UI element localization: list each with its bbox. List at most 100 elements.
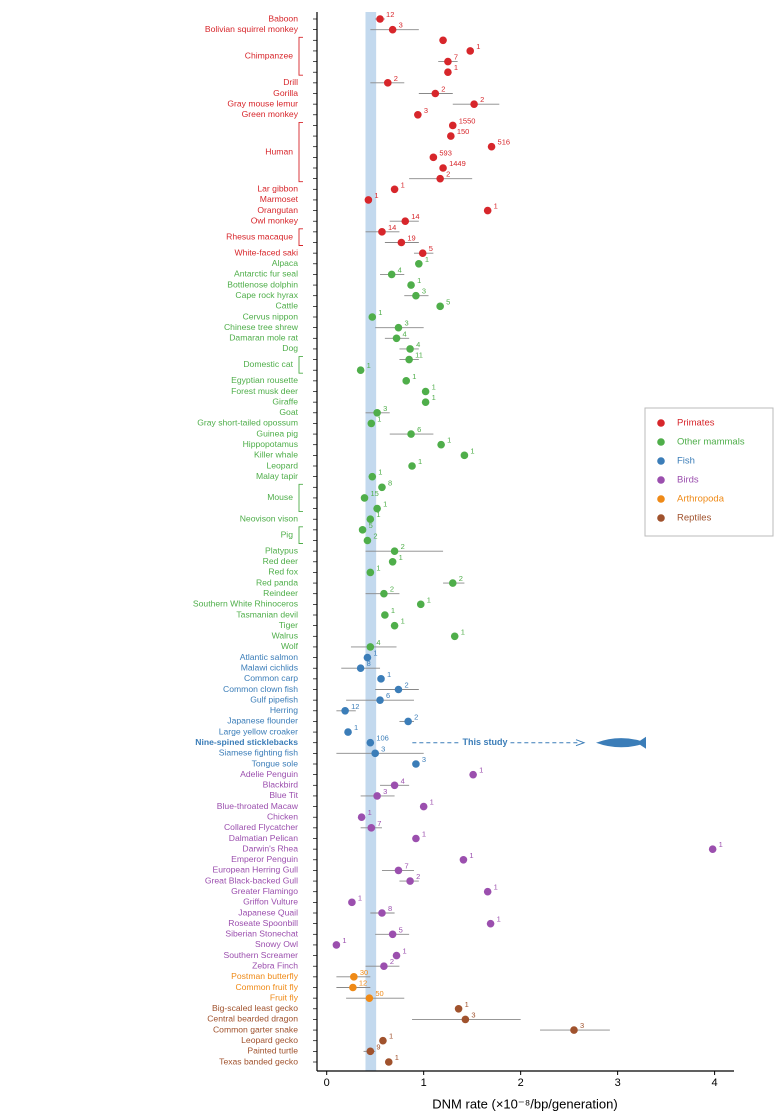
species-label: Egyptian rousette <box>231 375 298 385</box>
data-point <box>367 419 376 428</box>
legend-box <box>644 407 774 537</box>
sample-size-label: 4 <box>398 265 402 274</box>
species-label: Rhesus macaque <box>226 231 293 241</box>
sample-size-label: 50 <box>375 989 383 998</box>
sample-size-label: 1 <box>497 915 501 924</box>
species-label: Red panda <box>256 577 298 587</box>
species-label: Emperor Penguin <box>231 854 298 864</box>
sample-size-label: 30 <box>360 968 368 977</box>
species-label: Roseate Spoonbill <box>228 918 298 928</box>
data-point <box>381 611 389 619</box>
sample-size-label: 1 <box>378 308 382 317</box>
sample-size-label: 11 <box>415 351 423 360</box>
species-label: Damaran mole rat <box>229 333 298 343</box>
sample-size-label: 150 <box>457 127 470 136</box>
sample-size-label: 2 <box>480 95 484 104</box>
sample-size-label: 1 <box>454 63 458 72</box>
species-label: Lar gibbon <box>257 184 298 194</box>
data-point <box>450 632 459 641</box>
species-label: Griffon Vulture <box>243 897 298 907</box>
sample-size-label: 4 <box>403 329 407 338</box>
species-label: Japanese Quail <box>238 907 298 917</box>
data-point <box>380 589 388 598</box>
data-point <box>373 792 381 800</box>
legend-label: Other mammals <box>677 437 745 448</box>
data-point <box>384 1058 393 1066</box>
sample-size-label: 6 <box>386 691 390 700</box>
fish-icon <box>596 736 646 749</box>
species-label: Blue Tit <box>269 790 298 800</box>
sample-size-label: 14 <box>388 223 396 232</box>
data-point <box>390 781 399 790</box>
data-point <box>444 68 452 77</box>
data-point <box>448 579 457 587</box>
data-point <box>436 302 444 311</box>
data-point <box>357 813 366 822</box>
species-label: Postman butterfly <box>231 971 299 981</box>
species-label: Texas banded gecko <box>219 1056 298 1066</box>
species-label: Cape rock hyrax <box>235 290 298 300</box>
species-label: Common garter snake <box>213 1024 298 1034</box>
species-label: Bolivian squirrel monkey <box>205 24 299 34</box>
sample-size-label: 1 <box>425 255 429 264</box>
data-point <box>367 824 376 832</box>
data-point <box>348 898 356 907</box>
sample-size-label: 1 <box>391 606 395 615</box>
data-point <box>373 504 381 513</box>
data-point <box>412 834 420 843</box>
species-label: Great Black-backed Gull <box>205 875 298 885</box>
sample-size-label: 1 <box>422 829 426 838</box>
legend-label: Birds <box>677 475 699 486</box>
sample-size-label: 5 <box>446 297 450 306</box>
data-point <box>392 334 401 343</box>
sample-size-label: 8 <box>367 659 371 668</box>
data-point <box>412 291 420 300</box>
sample-size-label: 9 <box>376 1042 380 1051</box>
data-point <box>469 770 477 779</box>
sample-size-label: 8 <box>388 904 392 913</box>
sample-size-label: 2 <box>446 170 450 179</box>
species-label: Common clown fish <box>223 684 298 694</box>
sample-size-label: 3 <box>422 287 426 296</box>
sample-size-label: 7 <box>454 53 458 62</box>
annotation: This study <box>462 737 507 747</box>
data-point <box>364 196 373 204</box>
species-label: Mouse <box>267 492 293 502</box>
sample-size-label: 3 <box>381 744 385 753</box>
sample-size-label: 2 <box>416 872 420 881</box>
sample-size-label: 15 <box>371 489 379 498</box>
sample-size-label: 4 <box>376 638 380 647</box>
data-point <box>366 738 375 747</box>
data-point <box>390 547 399 555</box>
species-label: Large yellow croaker <box>219 726 298 736</box>
species-label: Green monkey <box>242 109 299 119</box>
sample-size-label: 8 <box>388 478 392 487</box>
sample-size-label: 1 <box>383 500 387 509</box>
group-bracket <box>298 36 303 76</box>
species-label: Cervus nippon <box>243 311 299 321</box>
sample-size-label: 3 <box>404 319 408 328</box>
sample-size-label: 3 <box>471 1010 475 1019</box>
data-point <box>341 706 349 715</box>
data-point <box>461 1015 470 1024</box>
species-label: Painted turtle <box>247 1046 298 1056</box>
species-label: European Herring Gull <box>212 865 298 875</box>
data-point <box>447 132 455 140</box>
legend-label: Fish <box>677 456 695 467</box>
sample-size-label: 1550 <box>459 116 476 125</box>
sample-size-label: 1 <box>367 361 371 370</box>
data-point <box>412 760 420 768</box>
data-point <box>387 270 396 279</box>
sample-size-label: 3 <box>424 106 428 115</box>
species-label: Red fox <box>268 567 298 577</box>
species-label: Neovison vison <box>240 513 298 523</box>
sample-size-label: 2 <box>459 574 463 583</box>
sample-size-label: 1 <box>342 936 346 945</box>
data-point <box>363 536 372 545</box>
species-label: Killer whale <box>254 450 298 460</box>
sample-size-label: 1 <box>399 553 403 562</box>
data-point <box>407 281 415 289</box>
data-point <box>470 100 478 108</box>
data-point <box>437 440 445 449</box>
